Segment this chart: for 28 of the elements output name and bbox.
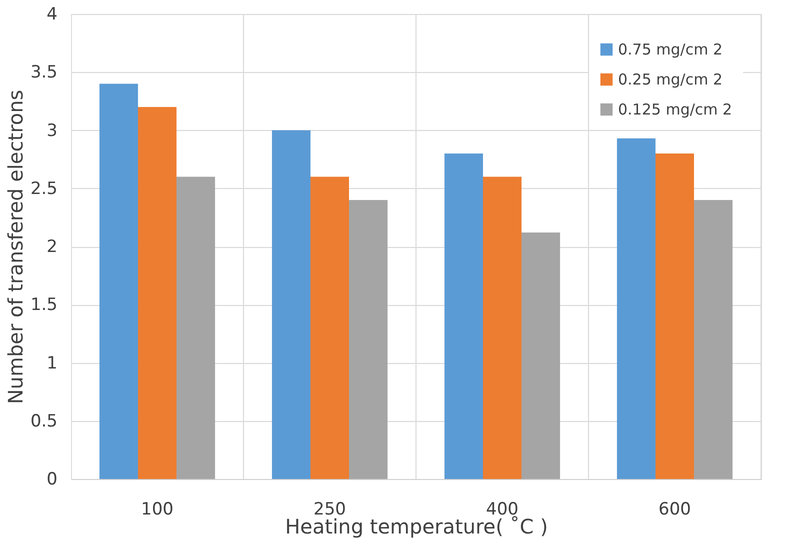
bar bbox=[482, 176, 522, 479]
bar bbox=[694, 200, 733, 479]
bar bbox=[272, 130, 310, 479]
legend-label: 0.25 mg/cm 2 bbox=[618, 70, 723, 88]
y-tick-label: 0 bbox=[46, 470, 58, 490]
bar bbox=[616, 138, 656, 479]
y-tick-label: 1.5 bbox=[30, 295, 58, 316]
x-tick-label: 100 bbox=[141, 500, 174, 520]
x-tick-label: 600 bbox=[658, 500, 691, 520]
bar bbox=[138, 107, 177, 479]
bar bbox=[655, 154, 694, 479]
bar bbox=[99, 84, 138, 479]
legend-label: 0.125 mg/cm 2 bbox=[618, 100, 732, 118]
y-tick-label: 3 bbox=[46, 120, 58, 141]
bar bbox=[176, 176, 216, 479]
legend-label: 0.75 mg/cm 2 bbox=[618, 40, 723, 58]
y-tick-label: 2.5 bbox=[30, 178, 58, 199]
y-tick-label: 4 bbox=[46, 4, 58, 24]
y-tick-label: 2 bbox=[46, 237, 58, 257]
bar bbox=[349, 200, 388, 479]
y-tick-label: 0.5 bbox=[30, 411, 58, 432]
bar bbox=[310, 176, 350, 479]
bar bbox=[444, 154, 483, 479]
x-tick-label: 250 bbox=[314, 500, 346, 520]
bar bbox=[522, 232, 560, 479]
y-tick-label: 3.5 bbox=[30, 62, 58, 83]
y-axis-title: Number of transfered electrons bbox=[3, 90, 28, 404]
y-tick-label: 1 bbox=[46, 353, 58, 374]
